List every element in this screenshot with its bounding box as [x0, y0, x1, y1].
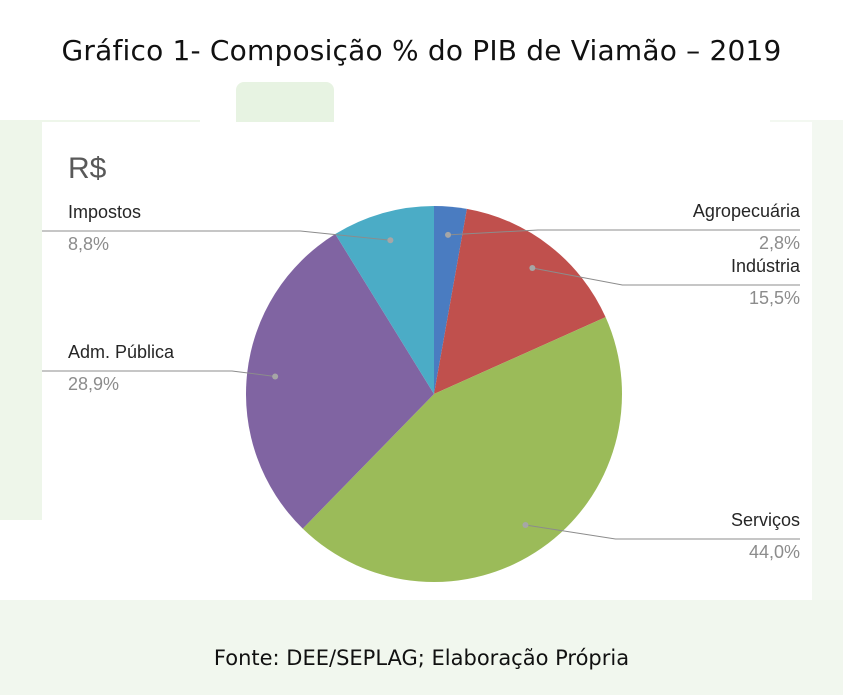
- leader-dot: [445, 231, 452, 238]
- slice-value-label: 44,0%: [749, 542, 800, 562]
- slice-label: Indústria: [731, 256, 801, 276]
- slice-label: Serviços: [731, 510, 800, 530]
- leader-line: [448, 229, 800, 236]
- leader-line: [42, 370, 276, 377]
- slice-label: Agropecuária: [693, 201, 801, 221]
- slice-value-label: 28,9%: [68, 374, 119, 394]
- leader-dot: [522, 522, 529, 529]
- background-shape: [0, 600, 843, 695]
- leader-dot: [272, 373, 279, 380]
- leader-dot: [529, 265, 536, 272]
- leader-line: [525, 524, 800, 540]
- source-note: Fonte: DEE/SEPLAG; Elaboração Própria: [213, 646, 630, 670]
- slice-value-label: 8,8%: [68, 234, 109, 254]
- pie-slice-agropecu-ria: [434, 206, 467, 394]
- leader-line: [532, 267, 800, 286]
- leader-line: [42, 230, 391, 241]
- slice-label: Impostos: [68, 202, 141, 222]
- page-title: Gráfico 1- Composição % do PIB de Viamão…: [61, 34, 782, 67]
- slice-value-label: 2,8%: [759, 233, 800, 253]
- chart-title: R$: [68, 152, 107, 185]
- leader-dot: [387, 237, 394, 244]
- pie-slice-servi-os: [302, 317, 622, 582]
- pie-slice-ind-stria: [434, 208, 606, 394]
- pie-chart: R$ Agropecuária 2,8% Indústria 15,5% Serviço…: [42, 152, 801, 582]
- pie-slice-adm-p-blica: [245, 234, 434, 529]
- pie-slice-impostos: [335, 206, 434, 394]
- chart-panel: R$ Agropecuária 2,8% Indústria 15,5% Serviço…: [42, 122, 812, 600]
- slice-value-label: 15,5%: [749, 288, 800, 308]
- slice-label: Adm. Pública: [68, 342, 175, 362]
